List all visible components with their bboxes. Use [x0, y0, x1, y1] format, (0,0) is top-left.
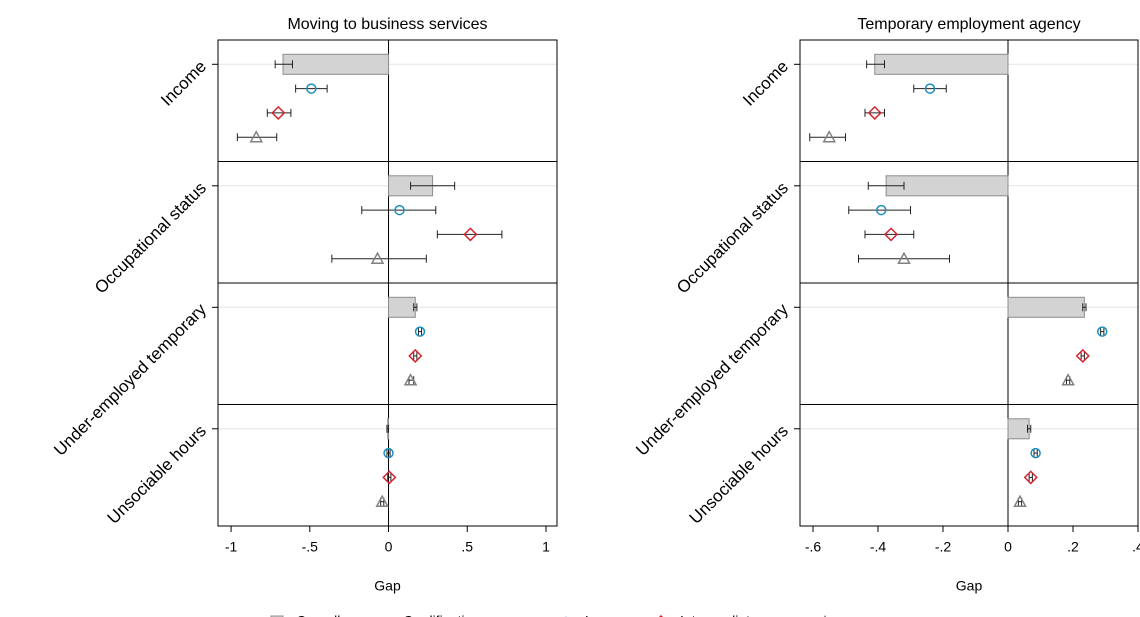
- x-tick-label: .4: [1132, 539, 1140, 555]
- error-bar: [295, 84, 328, 93]
- category-label: Occupational status: [673, 178, 792, 297]
- x-tick-label: -.5: [302, 539, 319, 555]
- error-bar: [866, 60, 885, 69]
- category-label: Income: [157, 57, 210, 110]
- error-bar: [1100, 327, 1105, 336]
- error-bar: [236, 133, 278, 142]
- error-bar: [1080, 351, 1085, 360]
- plot-frame: [217, 39, 558, 527]
- point-third: [822, 130, 837, 143]
- point-third: [249, 130, 264, 143]
- point-intermediate: [382, 470, 397, 485]
- error-bar: [413, 351, 418, 360]
- point-low: [414, 326, 426, 337]
- error-bar: [410, 181, 456, 190]
- legend-title: Qualifications:: [403, 613, 491, 617]
- point-low: [876, 204, 887, 216]
- panel-title: Moving to business services: [287, 16, 487, 33]
- error-bar: [387, 473, 392, 482]
- x-tick-label: -.4: [870, 539, 887, 555]
- bar: [1007, 296, 1085, 318]
- error-bar: [1082, 303, 1087, 312]
- bar: [1007, 418, 1030, 440]
- legend-label: Overall: [296, 613, 340, 617]
- category-label: Occupational status: [91, 178, 210, 297]
- error-bar: [386, 424, 390, 433]
- point-intermediate: [271, 105, 286, 120]
- error-bar: [1033, 449, 1038, 458]
- point-third: [1061, 373, 1075, 386]
- category-label: Unsociable hours: [686, 421, 792, 527]
- panel-title: Temporary employment agency: [857, 16, 1080, 33]
- point-low: [1097, 326, 1108, 337]
- point-intermediate: [1075, 348, 1090, 363]
- error-bar: [361, 206, 437, 215]
- point-intermediate: [463, 227, 478, 242]
- error-bar: [266, 108, 292, 117]
- error-bar: [1027, 424, 1032, 433]
- error-bar: [809, 133, 846, 142]
- x-axis-title: Gap: [374, 578, 401, 594]
- point-third: [897, 251, 911, 264]
- bar: [874, 53, 1009, 75]
- x-tick-label: -.6: [805, 539, 822, 555]
- point-intermediate: [883, 227, 899, 242]
- error-bar: [436, 230, 503, 239]
- x-axis-title: Gap: [956, 578, 983, 594]
- category-label: Unsociable hours: [104, 421, 210, 527]
- x-tick-label: 0: [1004, 539, 1012, 555]
- error-bar: [386, 449, 391, 458]
- point-low: [394, 204, 405, 216]
- x-tick-label: .5: [461, 539, 473, 555]
- point-third: [375, 494, 389, 507]
- point-intermediate: [408, 348, 423, 363]
- bar: [388, 296, 416, 318]
- error-bar: [858, 254, 950, 263]
- x-tick-label: -1: [225, 539, 238, 555]
- error-bar: [864, 230, 915, 239]
- error-bar: [413, 303, 418, 312]
- point-low: [306, 83, 317, 94]
- point-third: [1013, 494, 1027, 507]
- error-bar: [331, 254, 427, 263]
- legend-label: Low: [585, 613, 612, 617]
- point-low: [1030, 447, 1041, 459]
- x-tick-label: .2: [1067, 539, 1079, 555]
- legend-label: Intermediate: [680, 613, 758, 617]
- x-tick-label: 1: [542, 539, 550, 555]
- plot-frame: [799, 39, 1139, 527]
- point-low: [383, 447, 394, 459]
- point-third: [370, 251, 385, 264]
- error-bar: [1028, 473, 1033, 482]
- error-bar: [913, 84, 947, 93]
- point-intermediate: [867, 105, 882, 120]
- x-tick-label: -.2: [935, 539, 952, 555]
- error-bar: [867, 181, 905, 190]
- x-tick-label: 0: [385, 539, 393, 555]
- point-low: [924, 83, 936, 94]
- point-third: [403, 373, 418, 386]
- error-bar: [274, 60, 293, 69]
- error-bar: [417, 327, 423, 336]
- category-label: Income: [739, 57, 792, 110]
- bar: [282, 53, 390, 75]
- error-bar: [848, 206, 911, 215]
- point-intermediate: [1023, 470, 1038, 485]
